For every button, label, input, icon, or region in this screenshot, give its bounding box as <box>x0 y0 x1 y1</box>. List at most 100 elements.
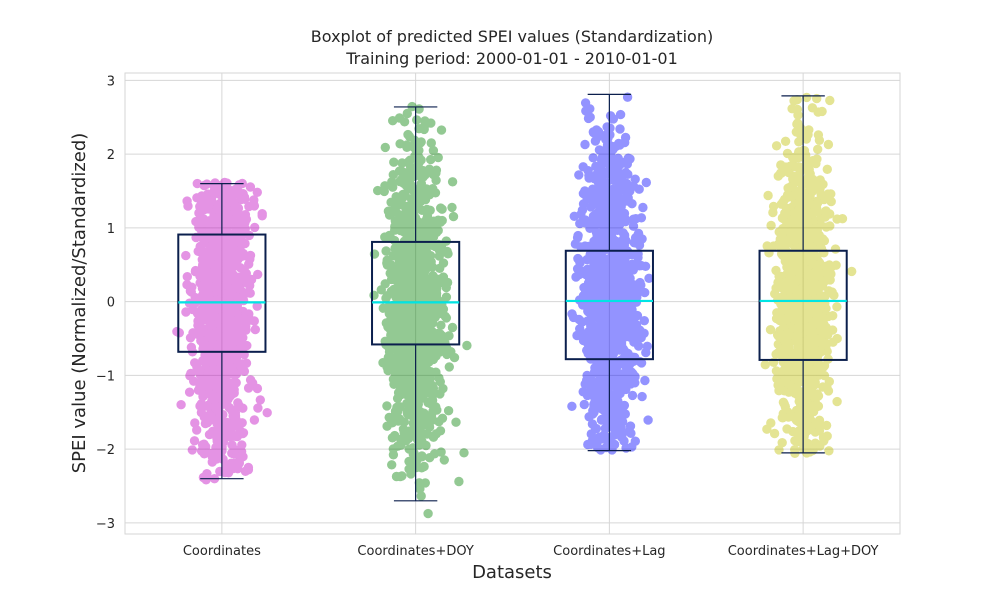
data-point <box>422 204 432 215</box>
data-point <box>210 247 220 258</box>
data-point <box>223 289 234 299</box>
data-point <box>228 282 238 293</box>
data-point <box>417 452 427 462</box>
data-point <box>590 136 601 146</box>
data-point <box>227 307 237 317</box>
data-point <box>184 387 195 397</box>
data-point <box>593 281 603 291</box>
data-point <box>230 303 241 313</box>
data-point <box>206 322 216 332</box>
data-point <box>216 261 227 272</box>
data-point <box>378 303 389 313</box>
data-point <box>580 241 590 251</box>
data-point <box>200 383 210 394</box>
data-point <box>214 279 225 290</box>
data-point <box>222 354 233 364</box>
data-point <box>197 325 207 335</box>
data-point <box>225 314 236 325</box>
data-point <box>194 365 204 375</box>
data-point <box>226 254 236 264</box>
data-point <box>227 321 237 331</box>
data-point <box>627 442 637 452</box>
data-point <box>196 268 206 278</box>
data-point <box>214 324 225 335</box>
data-point <box>208 217 218 228</box>
data-point <box>225 391 236 401</box>
data-point <box>240 288 250 298</box>
data-point <box>225 368 235 379</box>
data-point <box>615 124 625 134</box>
data-point <box>204 366 215 376</box>
data-point <box>382 401 392 411</box>
data-point <box>430 188 441 198</box>
data-point <box>426 118 436 128</box>
data-point <box>216 317 226 328</box>
data-point <box>239 366 250 377</box>
data-point <box>211 327 222 338</box>
data-point <box>222 380 233 391</box>
data-point <box>232 459 242 470</box>
data-point <box>208 270 219 280</box>
data-point <box>226 331 236 341</box>
data-point <box>210 367 221 377</box>
data-point <box>810 267 821 278</box>
data-point <box>232 464 243 474</box>
data-point <box>245 250 256 261</box>
data-point <box>229 370 240 380</box>
data-point <box>195 370 206 380</box>
data-point <box>197 290 208 300</box>
data-point <box>224 271 234 281</box>
data-point <box>210 178 220 188</box>
plot-area: −3 −2 −1 0 1 2 3 Coordinates Coordinates+DOY Coor… <box>96 72 901 559</box>
data-point <box>222 200 232 210</box>
data-point <box>172 326 182 337</box>
data-point <box>223 190 234 200</box>
data-point <box>224 250 235 260</box>
data-point <box>220 264 230 274</box>
data-point <box>799 350 809 361</box>
data-point <box>213 434 224 445</box>
data-point <box>235 252 245 262</box>
data-point <box>250 324 261 335</box>
data-point <box>238 428 249 438</box>
data-point <box>202 418 213 428</box>
data-point <box>235 426 246 436</box>
data-point <box>229 353 240 364</box>
data-point <box>222 385 233 395</box>
data-point <box>416 384 427 394</box>
data-point <box>380 142 391 153</box>
data-point <box>588 153 598 163</box>
data-point <box>201 312 211 323</box>
data-point <box>382 362 392 372</box>
data-point <box>222 353 232 364</box>
data-point <box>218 242 228 252</box>
data-point <box>826 196 836 207</box>
data-point <box>231 283 241 293</box>
data-point <box>217 341 227 352</box>
data-point <box>580 139 590 150</box>
data-point <box>224 329 234 340</box>
data-point <box>217 241 228 251</box>
data-point <box>777 438 787 448</box>
data-point <box>205 202 215 212</box>
data-point <box>195 278 205 288</box>
data-point <box>204 199 215 210</box>
data-point <box>245 254 255 264</box>
data-point <box>200 329 211 340</box>
data-point <box>199 439 209 449</box>
data-point <box>590 216 601 227</box>
data-point <box>231 277 242 287</box>
data-point <box>204 429 215 440</box>
data-point <box>211 442 221 453</box>
data-point <box>215 260 226 270</box>
data-point <box>214 270 224 280</box>
data-point <box>218 195 229 205</box>
data-point <box>395 176 405 187</box>
data-point <box>207 262 218 273</box>
data-point <box>588 127 599 137</box>
data-point <box>586 439 596 450</box>
data-point <box>221 291 232 302</box>
data-point <box>796 265 806 275</box>
data-point <box>226 357 237 368</box>
data-point <box>204 352 214 363</box>
